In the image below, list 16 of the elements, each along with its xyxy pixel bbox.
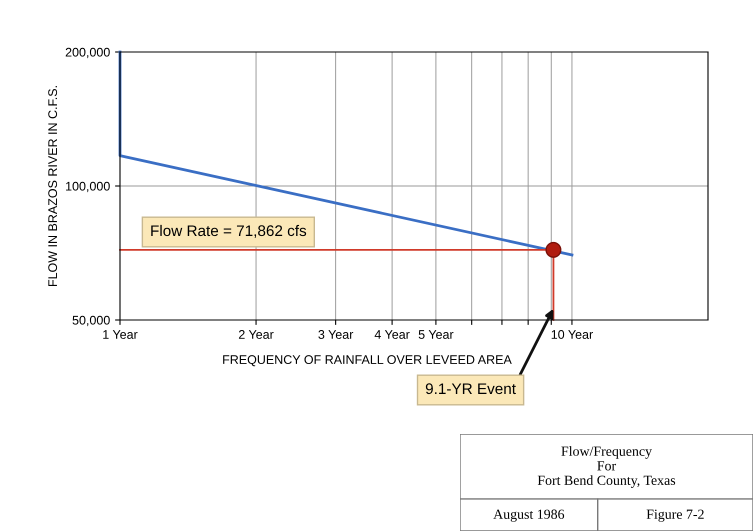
x-tick-label: 4 Year	[374, 330, 410, 339]
y-tick-label: 100,000	[66, 182, 110, 192]
x-tick-label: 2 Year	[238, 330, 274, 339]
text: Flow/Frequency For Fort Bend County, Texas	[538, 446, 676, 488]
caption: Figure 7-2	[646, 510, 704, 522]
y-tick-label: 200,000	[66, 48, 110, 58]
x-tick-label: 5 Year	[418, 330, 454, 339]
y-tick-label: 50,000	[72, 316, 110, 326]
x-axis-title: FREQUENCY OF RAINFALL OVER LEVEED AREA	[223, 355, 512, 366]
annotation: Flow Rate = 71,862 cfs	[151, 224, 306, 238]
text: August 1986	[493, 510, 564, 522]
y-axis-title: FLOW IN BRAZOS RIVER IN C.F.S.	[48, 86, 58, 286]
annotation: 9.1-YR Event	[426, 383, 516, 394]
x-tick-label: 3 Year	[318, 330, 354, 339]
x-tick-label: 1 Year	[103, 330, 138, 339]
x-tick-label: 10 Year	[552, 330, 593, 339]
